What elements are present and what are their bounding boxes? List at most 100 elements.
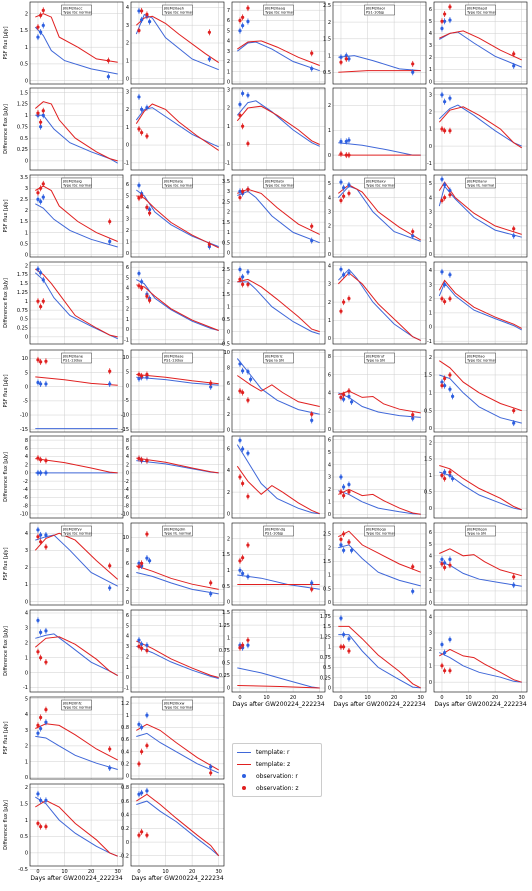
J0EM20oqo-diff-ytick: 1.75 [320,614,331,620]
J0EM20oqo-diff-template-z [338,625,421,689]
J0EM20hfc-diff-ytick: 1.5 [20,801,28,807]
J0EM20ruf-diff-obs-z-point [347,490,351,494]
J0EM20gdm-diff-obs-z-point [145,648,149,653]
J0EM20hfc-template-r [35,735,118,770]
J0EM20ase-obs-z-point [209,381,213,385]
J0EM20aoi-obs-z-point [411,62,415,66]
J0EM20ase-diff-obs-z-point [145,459,149,463]
J0EM20aoi-subtitle: PS1-10bjp [366,11,385,15]
x-tick: 20 [391,695,397,701]
J0EM20acc-obs-z-point [41,8,45,12]
J0EM20gdm-label: J0EM20gdm [163,527,186,531]
J0EM20aaq-ytick: 2 [227,59,230,65]
J0EM20hfc-diff-obs-r-point [39,798,43,803]
J0EM20oqo-ytick: 2.5 [323,532,331,538]
J0EM20aeh-ytick: 3 [126,23,129,29]
J0EM20kxw-obs-z-point [137,762,141,766]
J0EM20ane-obs-z-point [39,360,43,364]
J0EM20aeh-ytick: 2 [126,41,129,47]
y-axis-label: Difference flux [μJy] [3,626,9,676]
J0EM20qon-diff-ytick: 4 [429,614,432,620]
J0EM20apd-label: J0EM20apd [466,6,487,10]
x-axis-label: Days after GW200224_222234 [30,875,123,882]
J0EM20gdm-ytick: 4 [126,574,129,580]
J0EM20ruf-diff-ytick: 0 [328,512,331,518]
J0EM20ate-obs-r-point [148,208,152,212]
J0EM20ane-diff-ytick: 6 [25,446,28,452]
J0EM20ane-ytick: 10 [22,356,28,362]
J0EM20gdm-diff-obs-r-point [140,642,144,646]
J0EM20anv-template-r [438,185,522,238]
J0EM20aoi-diff-obs-r-point [344,139,348,144]
J0EM20apd-ytick: 6 [429,7,432,13]
J0EM20fyv-ytick: 4 [25,531,28,537]
J0EM20ndq-obs-r-point [246,575,250,579]
J0EM20gdm-ytick: 0 [126,600,129,606]
J0EM20alg-obs-r-point [108,239,112,244]
J0EM20aaq-ytick: 4 [227,39,230,45]
J0EM20ane-diff-frame [29,435,124,519]
J0EM20ase-diff-ytick: 2 [126,462,129,468]
J0EM20ndq-diff-frame [231,609,326,693]
J0EM20ane-ytick: 0 [25,384,28,390]
J0EM20hfc-ytick: 4 [25,712,28,718]
J0EM20gdm-diff-obs-z-point [137,644,141,648]
J0EM20akv-template-r [337,185,421,242]
J0EM20oqo-diff-obs-z-point [347,649,351,653]
J0EM20qon-obs-z-point [512,575,516,579]
J0EM20hfc-obs-r-point [44,720,48,724]
x-tick: 20 [290,695,296,701]
J0EM20ane-diff-ytick: -4 [23,487,28,493]
J0EM20kxw-template-r [136,732,219,774]
J0EM20aoi-diff-ytick: 2 [328,103,331,109]
J0EM20acc-diff-template-z [34,101,118,162]
J0EM20gdm-obs-r-point [145,556,149,560]
J0EM20atv-diff-template-r [237,281,320,335]
J0EM20kxw-obs-z-point [209,771,213,775]
J0EM20qon-diff-frame [433,609,528,693]
J0EM20fyv-diff-ytick: -1 [23,685,28,691]
J0EM20ane-diff-ytick: -2 [23,479,28,485]
J0EM20hfc-obs-z-point [108,747,112,751]
J0EM20aoi-label-box [364,4,395,16]
J0EM20gdm-ytick: 8 [126,548,129,554]
J0EM20rlc-diff-template-r [236,444,320,515]
J0EM20qon-ytick: 4 [429,554,432,560]
J0EM20rlc-ytick: 0 [227,427,230,433]
J0EM20alg-diff-ytick: 0.5 [20,317,28,323]
J0EM20hfc-ytick: 2 [25,744,28,750]
J0EM20fyv-diff-obs-r-point [39,630,43,634]
J0EM20ndq-ytick: 0.5 [222,584,230,590]
J0EM20aaq-ytick: 1 [227,69,230,75]
J0EM20akv-diff-obs-r-point [347,271,351,275]
J0EM20atv-ytick: 2 [227,210,230,216]
J0EM20qon-subtitle: Type Ia SN [466,532,486,536]
J0EM20aeh-label-box [162,4,193,16]
J0EM20hfc-obs-r-point [108,766,112,770]
J0EM20aaq-diff-frame [231,87,326,171]
J0EM20aoi-diff-obs-r-point [347,138,351,142]
J0EM20rlc-obs-r-point [249,377,253,381]
J0EM20alg-diff-ytick: 1.5 [20,281,28,287]
J0EM20aaq-subtitle: Type Ibc normal [264,11,293,15]
J0EM20ane-obs-r-point [36,380,40,385]
x-axis-label: Days after GW200224_222234 [232,701,325,708]
J0EM20gdm-diff-obs-z-point [140,646,144,651]
J0EM20fyv-diff-ytick: 4 [25,611,28,617]
J0EM20acc-ytick: 0 [25,78,28,84]
J0EM20anv-ytick: 2 [429,224,432,230]
J0EM20ane-label-box [61,352,92,364]
J0EM20rlc-ytick: 4 [227,396,230,402]
J0EM20anv-diff-ytick: 3 [429,282,432,288]
J0EM20ao-diff-ytick: 1 [429,473,432,479]
J0EM20anv-obs-r-point [443,183,447,187]
J0EM20aaq-obs-z-point [310,51,314,55]
J0EM20alg-diff-obs-z-point [41,299,45,303]
J0EM20ndq-diff-ytick: 1.5 [222,610,230,616]
J0EM20apd-diff-frame [433,87,528,171]
J0EM20hfc-diff-ytick: 2 [25,785,28,791]
x-tick: 20 [492,695,498,701]
J0EM20acc-diff-ytick: 0.5 [20,136,28,142]
J0EM20ao-diff-ytick: 2 [429,440,432,446]
J0EM20apd-diff-obs-z-point [448,129,452,133]
